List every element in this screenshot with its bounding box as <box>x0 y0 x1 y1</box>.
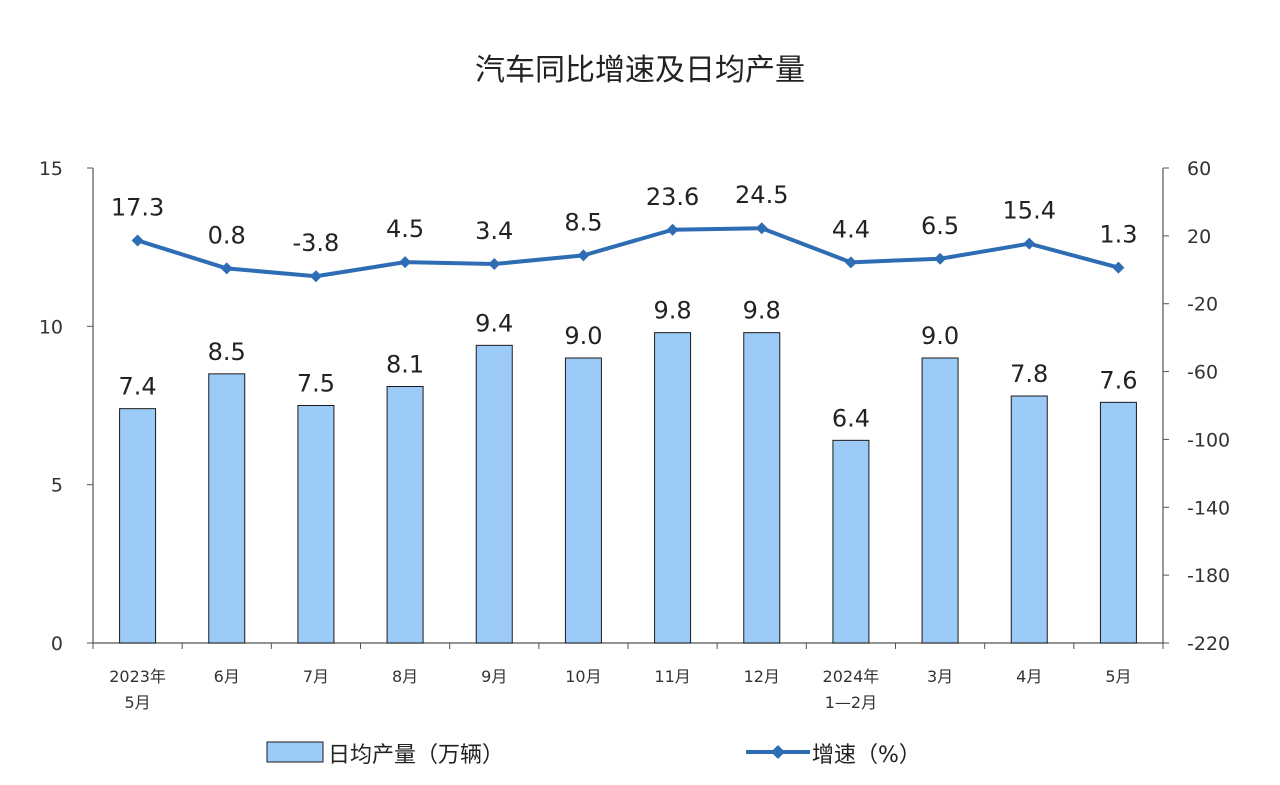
x-tick-label: 1—2月 <box>825 693 877 712</box>
legend-line-marker <box>771 745 785 759</box>
right-tick-label: -60 <box>1187 362 1218 384</box>
left-tick-label: 5 <box>51 475 63 497</box>
line-data-label: 24.5 <box>735 181 788 209</box>
right-tick-label: 60 <box>1187 158 1211 180</box>
line-data-label: 17.3 <box>111 193 164 221</box>
line-data-label: 8.5 <box>564 208 602 236</box>
bar <box>1010 395 1048 644</box>
axes: 0 5 10 15 60 20 -20 -60 -100 -140 -180 -220 2023年 5月 6… <box>39 158 1230 712</box>
line-point <box>488 258 501 271</box>
x-tick-label: 2023年 <box>109 667 166 686</box>
bar <box>832 439 870 644</box>
left-tick-label: 15 <box>39 158 63 180</box>
bar-series <box>119 332 1137 644</box>
bar-data-label: 7.4 <box>118 373 156 401</box>
bar-data-label: 6.4 <box>832 404 870 432</box>
bar <box>119 408 157 644</box>
bar <box>297 405 335 644</box>
right-tick-label: -220 <box>1187 633 1230 655</box>
x-tick-label: 11月 <box>654 667 690 686</box>
bar-data-label: 8.5 <box>208 338 246 366</box>
right-tick-label: -20 <box>1187 294 1218 316</box>
bar-data-label: 7.6 <box>1099 366 1137 394</box>
legend-line-label: 增速（%） <box>812 743 921 768</box>
bar-data-label: 9.0 <box>921 322 959 350</box>
bar-data-label: 7.8 <box>1010 360 1048 388</box>
line-data-label: 4.4 <box>832 215 870 243</box>
x-tick-label: 6月 <box>214 667 240 686</box>
bar <box>208 373 246 644</box>
left-tick-label: 10 <box>39 316 63 338</box>
x-tick-label: 8月 <box>392 667 418 686</box>
x-tick-label: 5月 <box>1105 667 1131 686</box>
bar <box>475 344 513 644</box>
line-point <box>577 249 590 262</box>
x-tick-label: 3月 <box>927 667 953 686</box>
legend-bar-label: 日均产量（万辆） <box>328 743 504 768</box>
bar-data-label: 9.8 <box>653 297 691 325</box>
x-tick-label: 5月 <box>124 693 150 712</box>
line-data-label: 6.5 <box>921 212 959 240</box>
line-data-label: 23.6 <box>646 183 699 211</box>
bar <box>921 357 959 644</box>
bar-data-label: 7.5 <box>297 370 335 398</box>
data-labels: 7.4 8.5 7.5 8.1 9.4 9.0 9.8 9.8 6.4 9.0 7.8 7.6 17.3… <box>111 181 1138 432</box>
line-point <box>399 256 412 269</box>
line-data-label: 1.3 <box>1099 221 1137 249</box>
bar-data-label: 8.1 <box>386 351 424 379</box>
line-point <box>934 252 947 265</box>
bar <box>654 332 692 644</box>
line-point <box>309 270 322 283</box>
right-tick-label: 20 <box>1187 226 1211 248</box>
line-point <box>131 234 144 247</box>
x-tick-label: 4月 <box>1016 667 1042 686</box>
legend-bar-swatch <box>266 741 324 763</box>
legend: 日均产量（万辆） 增速（%） <box>266 741 921 768</box>
right-tick-label: -100 <box>1187 429 1230 451</box>
x-tick-label: 10月 <box>565 667 601 686</box>
bar-data-label: 9.4 <box>475 309 513 337</box>
bar-data-label: 9.8 <box>743 297 781 325</box>
right-tick-label: -140 <box>1187 497 1230 519</box>
x-tick-label: 2024年 <box>823 667 880 686</box>
line-point <box>755 222 768 235</box>
line-series <box>131 222 1125 283</box>
line-data-label: -3.8 <box>293 229 340 257</box>
line-point <box>1112 261 1125 274</box>
bar <box>1099 401 1137 644</box>
chart-title: 汽车同比增速及日均产量 <box>475 53 805 88</box>
bar <box>386 386 424 644</box>
bar <box>743 332 781 644</box>
x-tick-label: 9月 <box>481 667 507 686</box>
line-data-label: 4.5 <box>386 215 424 243</box>
x-tick-label: 12月 <box>744 667 780 686</box>
line-data-label: 3.4 <box>475 217 513 245</box>
line-data-label: 15.4 <box>1003 197 1056 225</box>
line-point <box>220 262 233 275</box>
bar-data-label: 9.0 <box>564 322 602 350</box>
line-point <box>1023 237 1036 250</box>
line-point <box>666 223 679 236</box>
left-tick-label: 0 <box>51 633 63 655</box>
right-tick-label: -180 <box>1187 565 1230 587</box>
line-point <box>844 256 857 269</box>
growth-line <box>136 226 1119 279</box>
line-data-label: 0.8 <box>208 221 246 249</box>
bar <box>564 357 602 644</box>
x-tick-label: 7月 <box>303 667 329 686</box>
